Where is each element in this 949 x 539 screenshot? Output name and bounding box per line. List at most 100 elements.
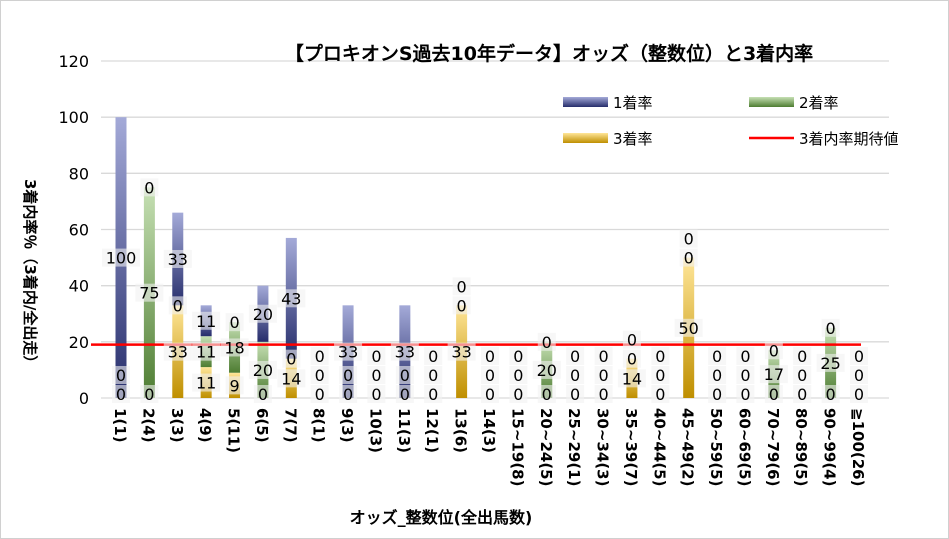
data-label: 0 bbox=[570, 347, 580, 366]
data-label: 0 bbox=[655, 347, 665, 366]
data-label-bg bbox=[192, 342, 221, 361]
data-label-bg bbox=[135, 283, 164, 302]
data-label-bg bbox=[617, 369, 646, 388]
data-label: 0 bbox=[400, 385, 410, 404]
data-label: 0 bbox=[485, 385, 495, 404]
data-label: 0 bbox=[457, 277, 467, 296]
data-label: 20 bbox=[253, 361, 273, 380]
data-label-bg bbox=[481, 385, 499, 403]
data-label: 11 bbox=[196, 312, 216, 331]
data-label-bg bbox=[622, 330, 641, 349]
data-label: 0 bbox=[740, 347, 750, 366]
x-tick-label: 6(5) bbox=[253, 408, 271, 443]
y-tick-label: 20 bbox=[69, 333, 89, 352]
x-tick-label: 20~24(5) bbox=[537, 408, 555, 486]
data-label-bg bbox=[163, 342, 192, 361]
data-label-bg bbox=[339, 366, 358, 384]
data-label-bg bbox=[168, 296, 187, 315]
x-tick-label: 14(3) bbox=[480, 408, 498, 453]
data-label-bg bbox=[140, 385, 159, 403]
x-axis-title: オッズ_整数位(全出馬数) bbox=[350, 508, 533, 527]
data-label-bg bbox=[651, 366, 670, 384]
data-label-bg bbox=[367, 347, 386, 365]
data-label-bg bbox=[736, 347, 755, 365]
data-label-bg bbox=[594, 347, 613, 365]
y-axis-title: 3着内率％（3着内/全出走） bbox=[21, 179, 39, 370]
data-label-bg bbox=[708, 385, 727, 403]
x-tick-label: 11(3) bbox=[395, 408, 413, 453]
data-label: 0 bbox=[513, 347, 523, 366]
data-label: 0 bbox=[428, 385, 438, 404]
x-tick-label: 90~99(4) bbox=[821, 408, 839, 486]
x-tick-label: 60~69(5) bbox=[735, 408, 753, 486]
data-label: 0 bbox=[457, 296, 467, 315]
data-label-bg bbox=[140, 178, 159, 197]
data-label-bg bbox=[248, 304, 277, 323]
x-tick-label: 1(1) bbox=[111, 408, 129, 443]
data-label: 0 bbox=[371, 347, 381, 366]
data-label-bg bbox=[225, 376, 244, 395]
data-label: 0 bbox=[712, 366, 722, 385]
data-label: 0 bbox=[570, 366, 580, 385]
data-label: 0 bbox=[485, 366, 495, 385]
y-tick-label: 40 bbox=[69, 277, 89, 296]
data-label-bg bbox=[566, 366, 585, 384]
data-label-bg bbox=[537, 385, 556, 403]
data-label-bg bbox=[679, 248, 698, 267]
data-label-bg bbox=[112, 385, 130, 403]
legend: 1着率 2着率 3着率 3着内率期待値 bbox=[563, 94, 899, 148]
data-label: 0 bbox=[371, 366, 381, 385]
data-label-bg bbox=[821, 318, 840, 337]
legend-label-1st: 1着率 bbox=[613, 94, 653, 112]
data-label-bg bbox=[452, 296, 471, 315]
data-label-bg bbox=[793, 385, 812, 403]
y-tick-label: 80 bbox=[69, 164, 89, 183]
data-label: 0 bbox=[315, 366, 325, 385]
legend-label-expected: 3着内率期待値 bbox=[799, 130, 899, 148]
data-label-bg bbox=[367, 385, 386, 403]
chart-title: 【プロキオンS過去10年データ】オッズ（整数位）と3着内率 bbox=[285, 42, 813, 65]
data-label-bg bbox=[764, 385, 783, 403]
data-label: 33 bbox=[168, 343, 188, 362]
data-label: 0 bbox=[570, 385, 580, 404]
data-label-bg bbox=[566, 347, 585, 365]
data-label-bg bbox=[708, 347, 727, 365]
x-tick-label: 2(4) bbox=[139, 408, 157, 443]
data-label-bg bbox=[481, 366, 499, 384]
x-tick-label: 35~39(7) bbox=[622, 408, 640, 486]
x-tick-label: 70~79(6) bbox=[764, 408, 782, 486]
x-tick-label: 9(3) bbox=[338, 408, 356, 443]
data-label: 43 bbox=[281, 289, 301, 308]
x-tick-label: 13(6) bbox=[452, 408, 470, 453]
data-label: 0 bbox=[371, 385, 381, 404]
data-label: 0 bbox=[542, 333, 552, 352]
data-label-bg bbox=[395, 366, 414, 384]
data-label: 0 bbox=[797, 385, 807, 404]
x-tick-label: 12(1) bbox=[423, 408, 441, 453]
data-label-bg bbox=[537, 332, 556, 351]
data-label-bg bbox=[424, 347, 443, 365]
data-label-bg bbox=[395, 385, 414, 403]
data-label: 0 bbox=[627, 350, 637, 369]
x-tick-label: 40~44(5) bbox=[650, 408, 668, 486]
data-label: 11 bbox=[196, 343, 216, 362]
data-label-bg bbox=[277, 369, 306, 388]
data-label-bg bbox=[248, 360, 277, 379]
data-label-bg bbox=[367, 366, 386, 384]
data-label: 50 bbox=[679, 319, 699, 338]
x-tick-label: 5(11) bbox=[225, 408, 243, 453]
data-label: 0 bbox=[684, 249, 694, 268]
data-label: 0 bbox=[144, 385, 154, 404]
data-label-bg bbox=[253, 385, 272, 403]
data-label: 0 bbox=[627, 331, 637, 350]
legend-label-2nd: 2着率 bbox=[799, 94, 839, 112]
data-label-bg bbox=[220, 338, 249, 357]
data-label-bg bbox=[708, 366, 727, 384]
data-label-bg bbox=[793, 347, 812, 365]
data-label-bg bbox=[102, 248, 140, 267]
data-label: 0 bbox=[826, 319, 836, 338]
data-label: 11 bbox=[196, 374, 216, 393]
data-label: 33 bbox=[338, 343, 358, 362]
data-label: 18 bbox=[224, 338, 244, 357]
